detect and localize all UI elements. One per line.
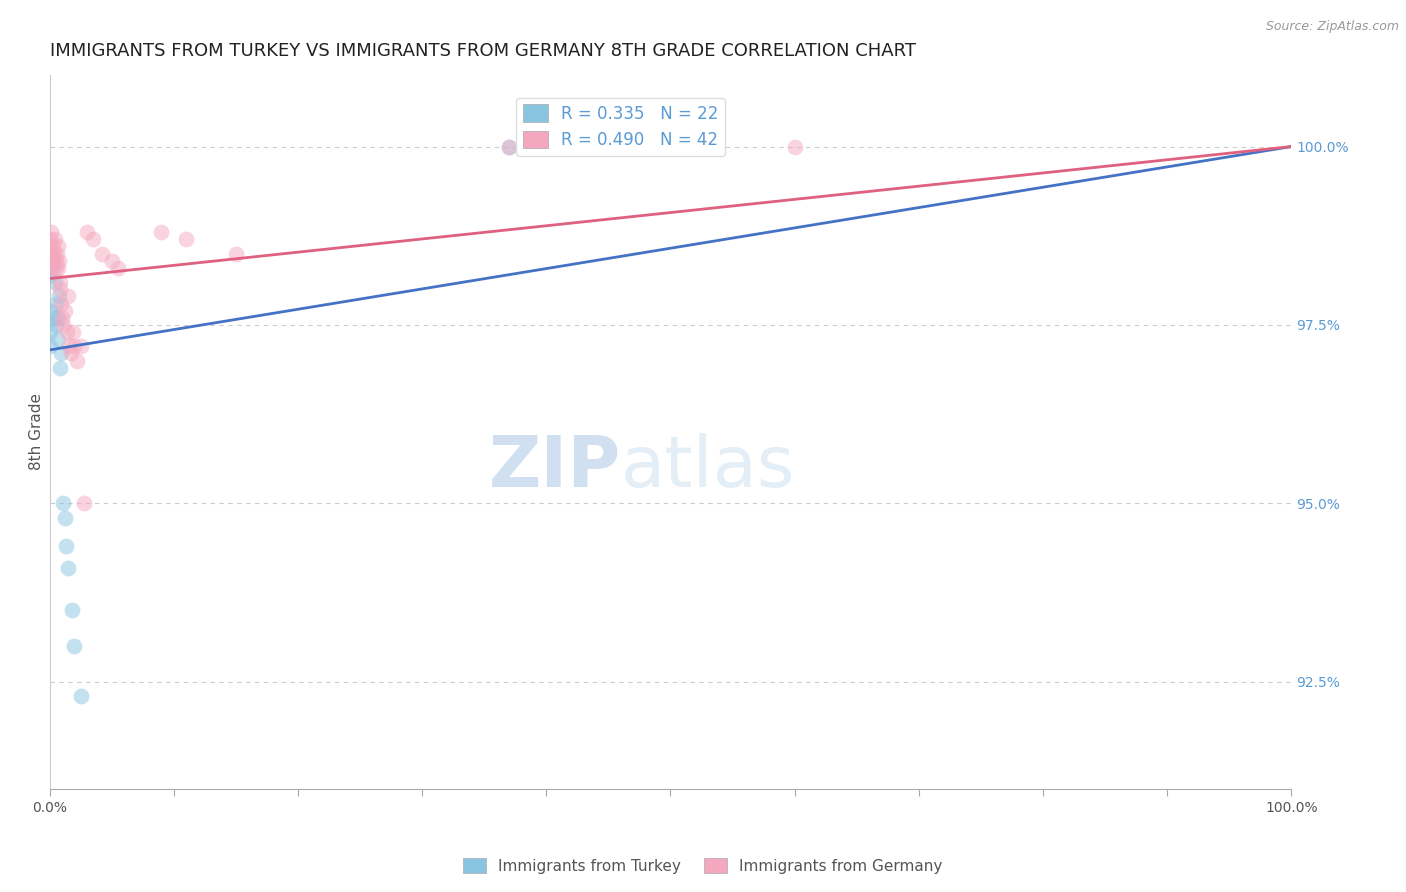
Point <box>48 253 70 268</box>
Point <box>46 260 69 275</box>
Point <box>69 339 91 353</box>
Point <box>53 303 76 318</box>
Point <box>56 325 79 339</box>
Point <box>498 139 520 153</box>
Legend: Immigrants from Turkey, Immigrants from Germany: Immigrants from Turkey, Immigrants from … <box>457 852 949 880</box>
Point <box>69 689 91 703</box>
Point <box>52 496 75 510</box>
Text: Source: ZipAtlas.com: Source: ZipAtlas.com <box>1265 20 1399 33</box>
Point <box>52 318 75 332</box>
Point <box>46 239 69 253</box>
Point <box>58 560 80 574</box>
Point <box>63 339 86 353</box>
Point <box>49 346 72 360</box>
Point <box>82 232 104 246</box>
Point <box>49 296 72 310</box>
Point <box>41 268 63 282</box>
Point <box>44 275 66 289</box>
Point <box>38 260 60 275</box>
Point <box>63 639 86 653</box>
Point <box>41 225 63 239</box>
Point <box>58 289 80 303</box>
Point <box>45 253 67 268</box>
Point <box>42 253 65 268</box>
Point <box>58 339 80 353</box>
Point <box>49 282 72 296</box>
Text: atlas: atlas <box>621 434 796 502</box>
Point <box>53 510 76 524</box>
Point <box>46 246 69 260</box>
Point <box>38 239 60 253</box>
Point <box>38 232 60 246</box>
Point <box>73 496 96 510</box>
Point <box>38 339 60 353</box>
Point <box>60 346 83 360</box>
Point <box>41 246 63 260</box>
Point <box>44 232 66 246</box>
Point <box>783 139 806 153</box>
Point <box>46 310 69 325</box>
Point <box>38 246 60 260</box>
Point <box>45 318 67 332</box>
Point <box>90 246 112 260</box>
Point <box>55 539 77 553</box>
Text: IMMIGRANTS FROM TURKEY VS IMMIGRANTS FROM GERMANY 8TH GRADE CORRELATION CHART: IMMIGRANTS FROM TURKEY VS IMMIGRANTS FRO… <box>49 42 915 60</box>
Point <box>41 303 63 318</box>
Point <box>225 246 247 260</box>
Point <box>45 296 67 310</box>
Point <box>38 325 60 339</box>
Point <box>174 232 197 246</box>
Point <box>42 246 65 260</box>
Legend: R = 0.335   N = 22, R = 0.490   N = 42: R = 0.335 N = 22, R = 0.490 N = 42 <box>516 98 725 156</box>
Point <box>60 603 83 617</box>
Point <box>41 260 63 275</box>
Point <box>48 360 70 375</box>
Point <box>62 325 84 339</box>
Point <box>51 310 73 325</box>
Text: ZIP: ZIP <box>488 434 621 502</box>
Point <box>42 239 65 253</box>
Point <box>48 289 70 303</box>
Point <box>498 139 520 153</box>
Point <box>48 275 70 289</box>
Point <box>107 260 129 275</box>
Point <box>66 353 89 368</box>
Y-axis label: 8th Grade: 8th Grade <box>30 393 44 470</box>
Point <box>100 253 122 268</box>
Point <box>150 225 173 239</box>
Point <box>38 253 60 268</box>
Point <box>76 225 98 239</box>
Point <box>46 332 69 346</box>
Point <box>45 260 67 275</box>
Point <box>42 310 65 325</box>
